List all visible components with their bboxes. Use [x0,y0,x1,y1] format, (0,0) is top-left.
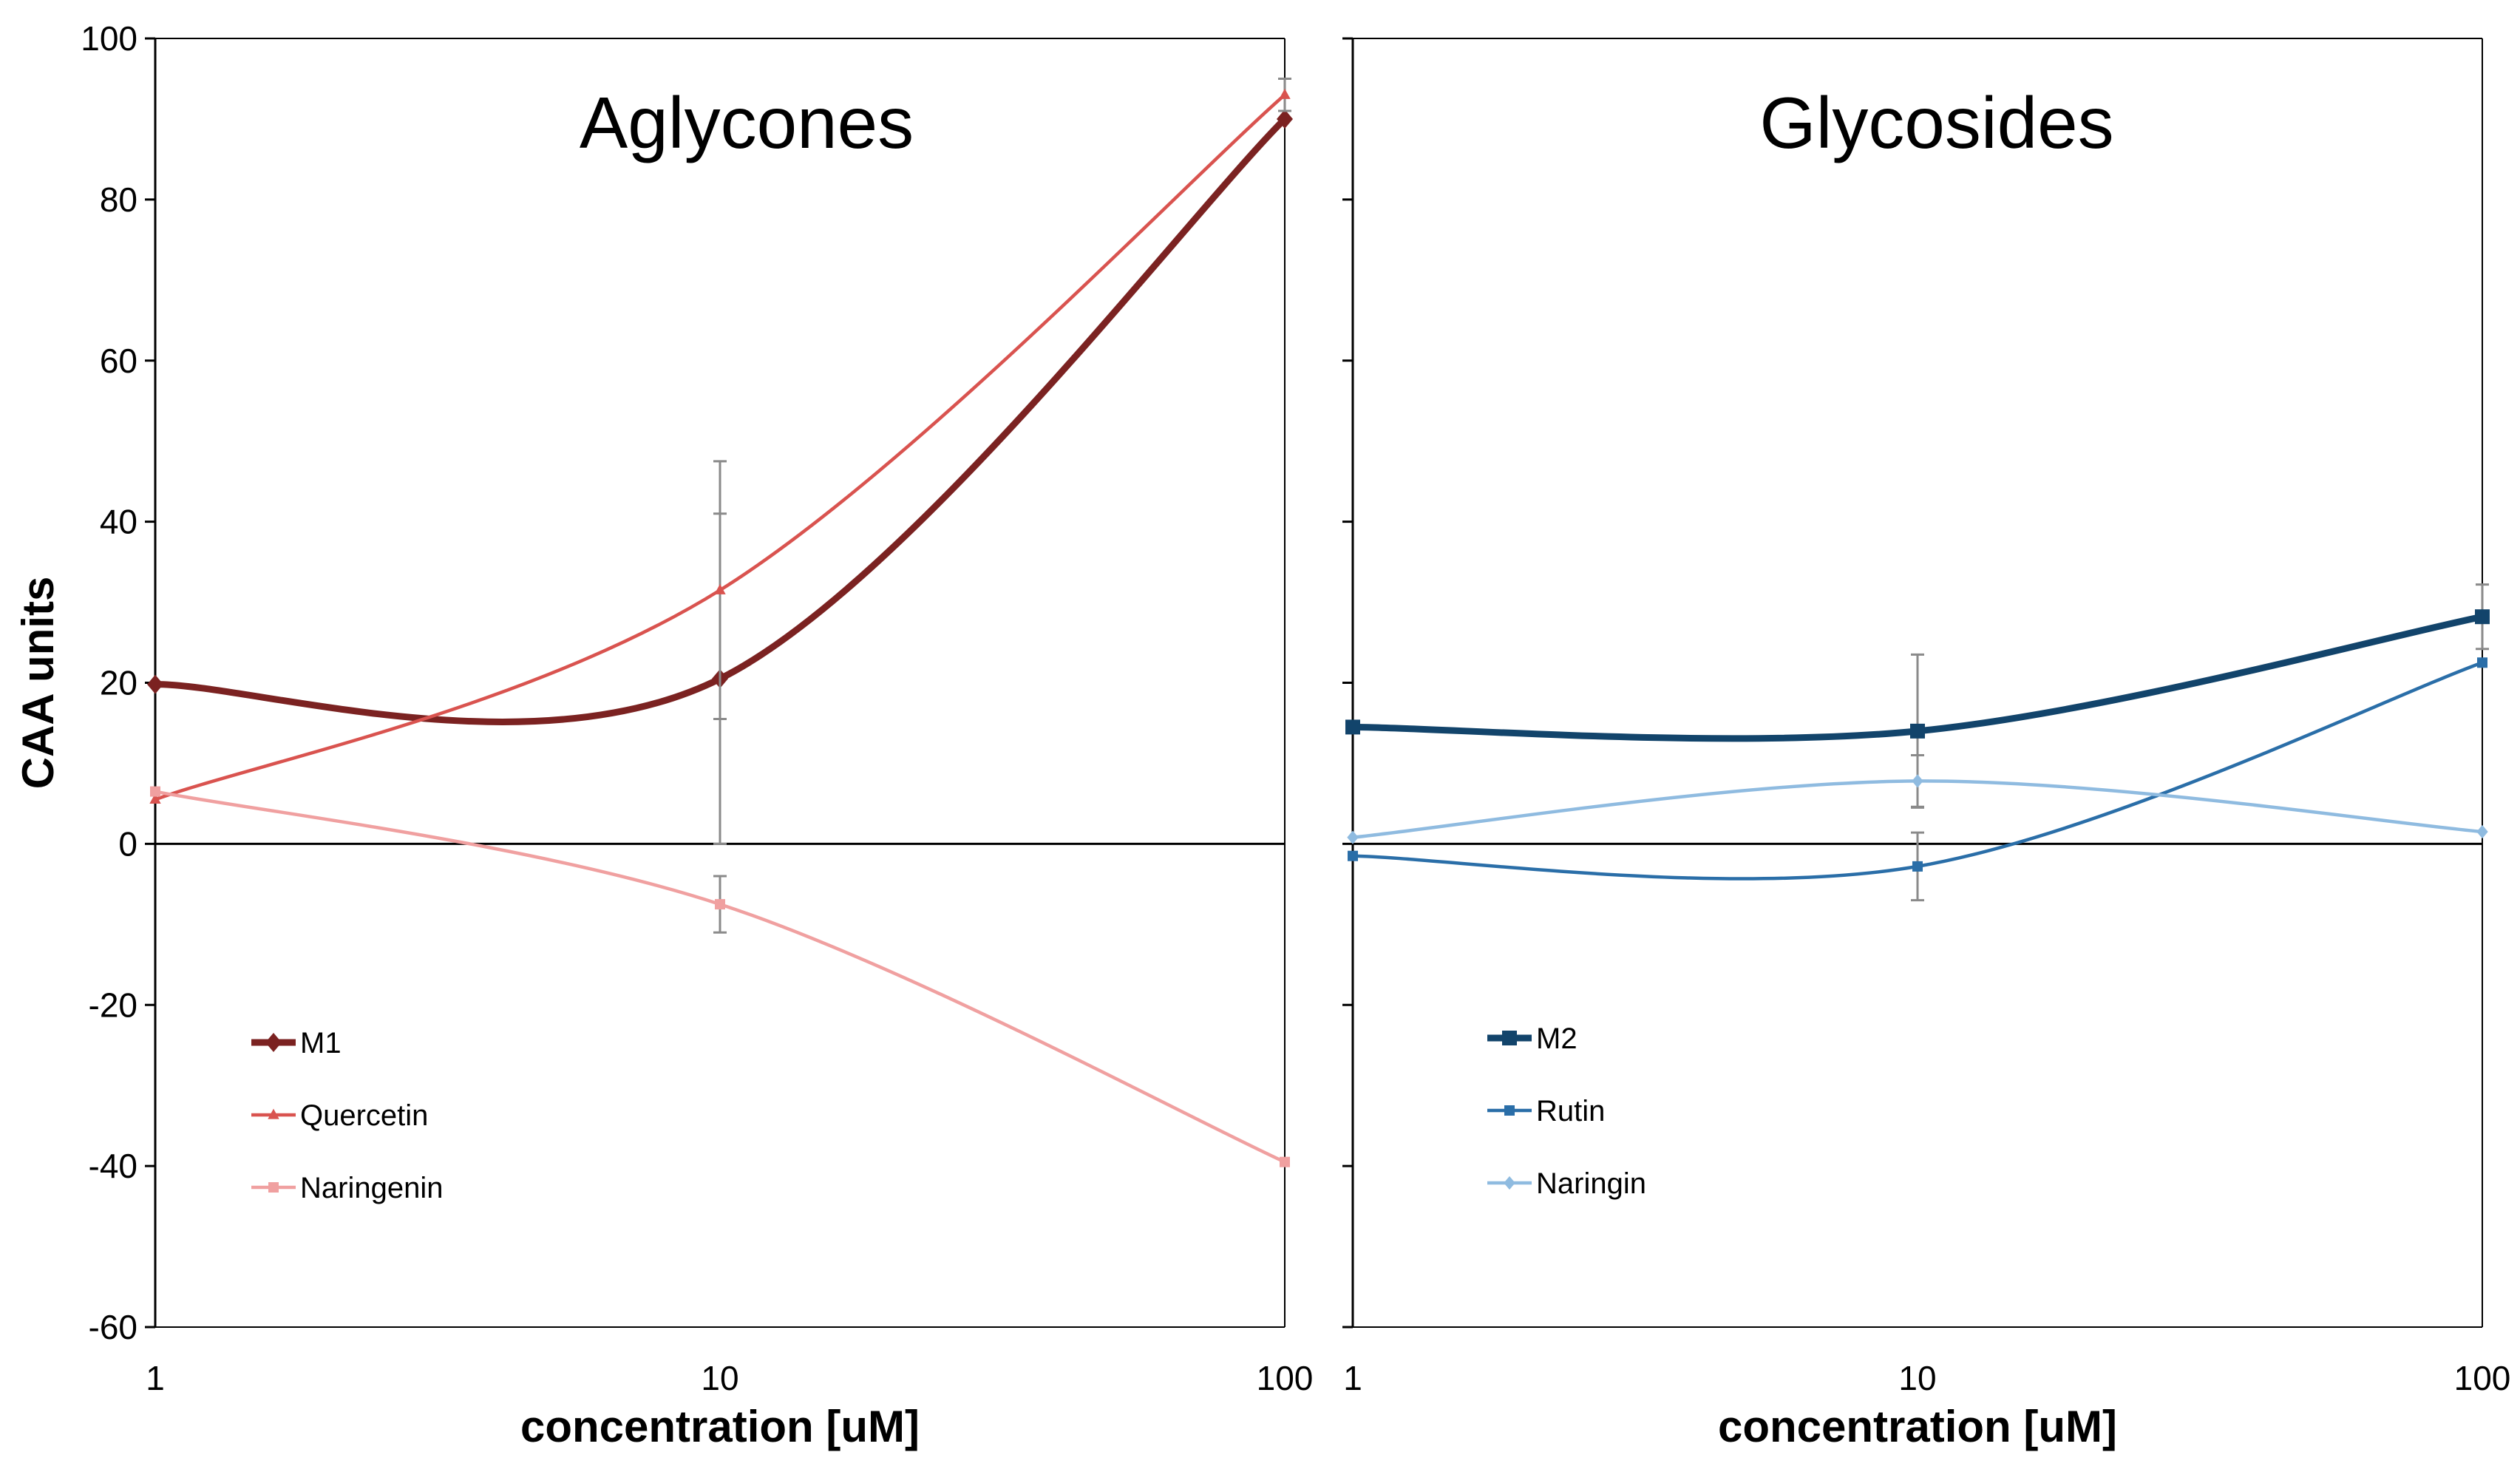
x-tick-label: 10 [701,1359,738,1397]
data-point [1277,109,1293,129]
series-naringin [1347,754,2488,844]
panel-2: 1 10 100 Glycosides concentration [uM] M2 Ruti… [1342,37,2511,1451]
x-tick-label: 1 [146,1359,165,1397]
series-line [153,93,1287,801]
series-line [152,115,1288,725]
x-tick-label: 1 [1343,1359,1362,1397]
y-tick-label: -60 [89,1308,137,1346]
x-tick-label: 100 [2454,1359,2511,1397]
data-point [1910,723,1925,739]
data-point [150,786,160,797]
data-point [714,583,726,594]
series-m2 [1345,583,2490,809]
legend-marker [1504,1105,1515,1116]
y-tick-label: 40 [100,503,137,541]
data-point [1347,830,1359,844]
legend-entry-m2: M2 [1487,1022,1577,1055]
panel-1: 100 80 60 40 20 0 -20 -40 -601 10 100 Aglycones conc… [13,19,1313,1451]
x-axis-title: concentration [uM] [1718,1402,2117,1451]
legend-entry-m1: M1 [251,1027,342,1059]
legend-label: Rutin [1536,1095,1605,1127]
legend-marker [268,1108,279,1119]
y-tick-label: 20 [100,664,137,702]
legend-label: Quercetin [300,1099,428,1132]
data-point [149,793,161,804]
y-axis-title: CAA units [13,577,63,790]
legend-label: M1 [300,1027,342,1059]
x-tick-label: 10 [1898,1359,1936,1397]
legend-marker [1504,1176,1515,1190]
data-point [2477,657,2487,668]
data-point [1280,1156,1290,1167]
y-tick-label: 80 [100,180,137,219]
x-axis-title: concentration [uM] [520,1402,920,1451]
y-tick-label: 60 [100,342,137,380]
legend-marker [268,1182,279,1193]
y-tick-label: 0 [118,824,137,863]
panel-title: Aglycones [580,82,914,163]
series-rutin [1348,657,2487,902]
series-naringenin [150,786,1290,1167]
legend-entry-rutin: Rutin [1487,1095,1605,1127]
data-point [2476,824,2488,839]
legend-marker [1502,1031,1517,1045]
data-point [1912,774,1923,788]
y-tick-label: 100 [81,19,137,58]
legend-label: M2 [1536,1022,1577,1055]
series-quercetin [149,77,1291,804]
data-point [715,899,725,910]
data-point [1348,850,1358,861]
legend-entry-naringenin: Naringenin [251,1172,443,1204]
legend-label: Naringin [1536,1167,1646,1200]
legend-entry-quercetin: Quercetin [251,1099,428,1132]
data-point [1345,719,1360,735]
data-point [1912,861,1923,872]
legend-entry-naringin: Naringin [1487,1167,1646,1200]
data-point [2475,609,2490,625]
y-tick-label: -20 [89,986,137,1024]
data-point [147,674,163,694]
panel-title: Glycosides [1759,82,2113,163]
legend-marker [265,1033,282,1052]
data-point [1279,88,1291,99]
x-tick-label: 100 [1257,1359,1314,1397]
y-tick-label: -40 [89,1147,137,1185]
legend-label: Naringenin [300,1172,443,1204]
